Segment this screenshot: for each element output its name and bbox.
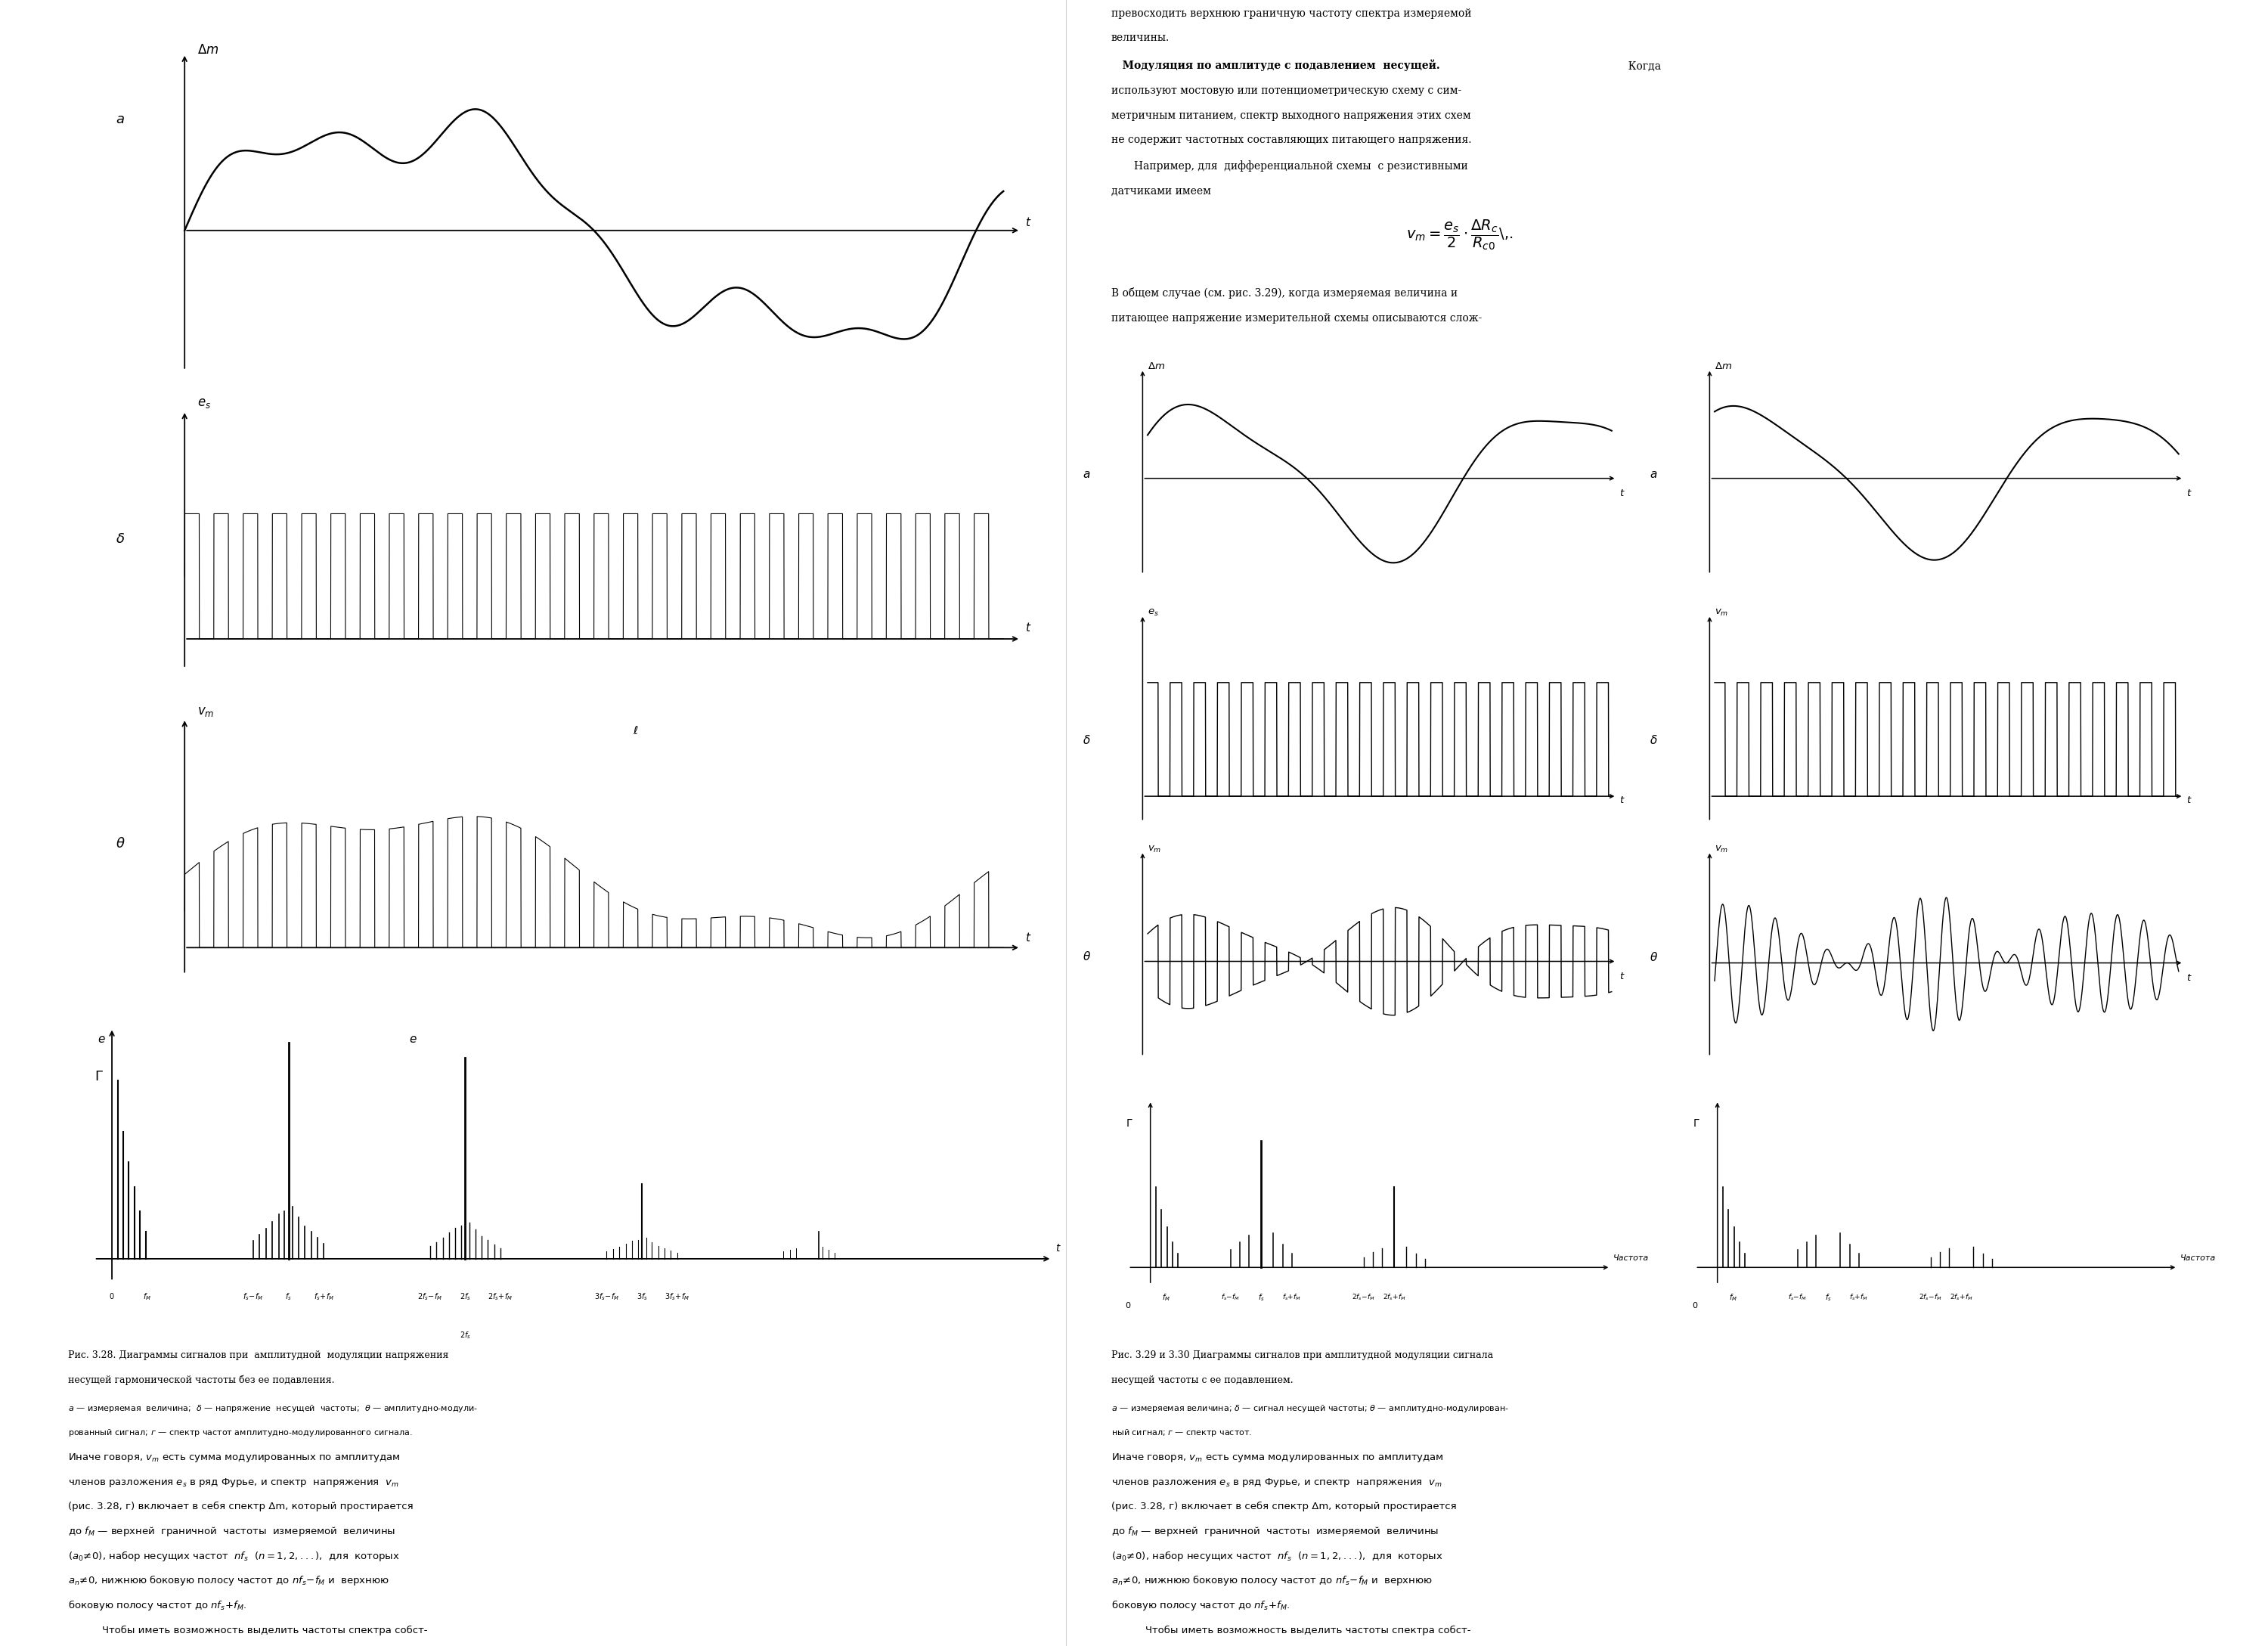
Text: $e_s$: $e_s$ [1148,607,1159,617]
Text: метричным питанием, спектр выходного напряжения этих схем: метричным питанием, спектр выходного нап… [1111,110,1472,120]
Text: Частота: Частота [1613,1254,1649,1262]
Text: датчиками имеем: датчиками имеем [1111,186,1211,196]
Text: $\theta$: $\theta$ [1649,951,1658,963]
Text: $v_m$: $v_m$ [1715,607,1728,617]
Text: $\Gamma$: $\Gamma$ [1692,1118,1699,1129]
Text: $e_s$: $e_s$ [197,397,211,410]
Text: $2f_s$: $2f_s$ [460,1292,472,1302]
Text: $f_M$: $f_M$ [1161,1292,1170,1302]
Text: не содержит частотных составляющих питающего напряжения.: не содержит частотных составляющих питаю… [1111,135,1472,145]
Text: $a$: $a$ [116,114,125,127]
Text: $t$: $t$ [2186,795,2191,805]
Text: боковую полосу частот до $nf_s\!+\!f_M$.: боковую полосу частот до $nf_s\!+\!f_M$. [68,1598,247,1611]
Text: $2f_s\!+\!f_M$: $2f_s\!+\!f_M$ [1383,1292,1406,1302]
Text: $a_n\!\neq\!0$, нижнюю боковую полосу частот до $nf_s\!-\!f_M$ и  верхнюю: $a_n\!\neq\!0$, нижнюю боковую полосу ча… [68,1574,390,1587]
Text: $v_m$: $v_m$ [1148,844,1161,854]
Text: $\theta$: $\theta$ [116,838,125,851]
Text: Рис. 3.28. Диаграммы сигналов при  амплитудной  модуляции напряжения: Рис. 3.28. Диаграммы сигналов при амплит… [68,1350,449,1360]
Text: $\theta$: $\theta$ [1082,951,1091,963]
Text: Например, для  дифференциальной схемы  с резистивными: Например, для дифференциальной схемы с р… [1134,161,1467,171]
Text: $t$: $t$ [1619,489,1624,499]
Text: $f_s$: $f_s$ [286,1292,293,1302]
Text: используют мостовую или потенциометрическую схему с сим-: используют мостовую или потенциометричес… [1111,86,1461,95]
Text: Иначе говоря, $v_m$ есть сумма модулированных по амплитудам: Иначе говоря, $v_m$ есть сумма модулиров… [1111,1452,1445,1463]
Text: $0$: $0$ [1125,1300,1132,1309]
Text: питающее напряжение измерительной схемы описываются слож-: питающее напряжение измерительной схемы … [1111,313,1481,323]
Text: $\delta$: $\delta$ [1649,734,1658,746]
Text: Чтобы иметь возможность выделить частоты спектра собст-: Чтобы иметь возможность выделить частоты… [1145,1625,1470,1634]
Text: $2f_s\!+\!f_M$: $2f_s\!+\!f_M$ [1950,1292,1973,1302]
Text: $f_s\!-\!f_M$: $f_s\!-\!f_M$ [1787,1292,1808,1302]
Text: $f_s\!+\!f_M$: $f_s\!+\!f_M$ [313,1292,333,1302]
Text: $\delta$: $\delta$ [116,533,125,546]
Text: $0$: $0$ [109,1292,116,1300]
Text: $v_m$: $v_m$ [197,704,215,718]
Text: превосходить верхнюю граничную частоту спектра измеряемой: превосходить верхнюю граничную частоту с… [1111,8,1472,18]
Text: $f_M$: $f_M$ [143,1292,152,1302]
Text: $a_n\!\neq\!0$, нижнюю боковую полосу частот до $nf_s\!-\!f_M$ и  верхнюю: $a_n\!\neq\!0$, нижнюю боковую полосу ча… [1111,1574,1433,1587]
Text: $\Delta m$: $\Delta m$ [197,43,220,56]
Text: Когда: Когда [1622,61,1660,71]
Text: $2f_s\!-\!f_M$: $2f_s\!-\!f_M$ [417,1292,442,1302]
Text: рованный сигнал; $г$ — спектр частот амплитудно-модулированного сигнала.: рованный сигнал; $г$ — спектр частот амп… [68,1427,413,1439]
Text: $a$: $a$ [1082,469,1091,481]
Text: $t$: $t$ [1025,217,1032,229]
Text: $v_m = \dfrac{e_s}{2} \cdot \dfrac{\Delta R_c}{R_{c0}}$\,.: $v_m = \dfrac{e_s}{2} \cdot \dfrac{\Delt… [1406,217,1513,252]
Text: Рис. 3.29 и 3.30 Диаграммы сигналов при амплитудной модуляции сигнала: Рис. 3.29 и 3.30 Диаграммы сигналов при … [1111,1350,1492,1360]
Text: $3f_s\!-\!f_M$: $3f_s\!-\!f_M$ [594,1292,619,1302]
Text: (рис. 3.28, г) включает в себя спектр Δm, который простирается: (рис. 3.28, г) включает в себя спектр Δm… [68,1501,413,1511]
Text: $e$: $e$ [98,1034,107,1045]
Text: $t$: $t$ [1619,795,1624,805]
Text: Частота: Частота [2180,1254,2216,1262]
Text: $2f_s\!+\!f_M$: $2f_s\!+\!f_M$ [488,1292,513,1302]
Text: $\Delta m$: $\Delta m$ [1148,360,1166,370]
Text: до $f_M$ — верхней  граничной  частоты  измеряемой  величины: до $f_M$ — верхней граничной частоты изм… [1111,1524,1438,1537]
Text: $a$ — измеряемая величина; $\delta$ — сигнал несущей частоты; $\theta$ — амплиту: $a$ — измеряемая величина; $\delta$ — си… [1111,1402,1508,1414]
Text: $v_m$: $v_m$ [1715,844,1728,854]
Text: $\delta$: $\delta$ [1082,734,1091,746]
Text: $(a_0\!\neq\!0)$, набор несущих частот  $nf_s$  $(n=1, 2, ...)$,  для  которых: $(a_0\!\neq\!0)$, набор несущих частот $… [68,1549,399,1562]
Text: до $f_M$ — верхней  граничной  частоты  измеряемой  величины: до $f_M$ — верхней граничной частоты изм… [68,1524,395,1537]
Text: $f_s\!-\!f_M$: $f_s\!-\!f_M$ [243,1292,263,1302]
Text: $f_s\!+\!f_M$: $f_s\!+\!f_M$ [1281,1292,1302,1302]
Text: $(a_0\!\neq\!0)$, набор несущих частот  $nf_s$  $(n=1, 2, ...)$,  для  которых: $(a_0\!\neq\!0)$, набор несущих частот $… [1111,1549,1442,1562]
Text: несущей частоты с ее подавлением.: несущей частоты с ее подавлением. [1111,1374,1293,1384]
Text: $\Delta m$: $\Delta m$ [1715,360,1733,370]
Text: $e$: $e$ [408,1034,417,1045]
Text: $f_s$: $f_s$ [1826,1292,1833,1302]
Text: $2f_s\!-\!f_M$: $2f_s\!-\!f_M$ [1352,1292,1377,1302]
Text: боковую полосу частот до $nf_s\!+\!f_M$.: боковую полосу частот до $nf_s\!+\!f_M$. [1111,1598,1290,1611]
Text: Иначе говоря, $v_m$ есть сумма модулированных по амплитудам: Иначе говоря, $v_m$ есть сумма модулиров… [68,1452,401,1463]
Text: $\Gamma$: $\Gamma$ [1125,1118,1132,1129]
Text: величины.: величины. [1111,33,1170,43]
Text: $0$: $0$ [1692,1300,1699,1309]
Text: $3f_s$: $3f_s$ [637,1292,649,1302]
Text: Чтобы иметь возможность выделить частоты спектра собст-: Чтобы иметь возможность выделить частоты… [102,1625,426,1634]
Text: $t$: $t$ [2186,489,2191,499]
Text: $2f_s$: $2f_s$ [460,1330,472,1341]
Text: $3f_s\!+\!f_M$: $3f_s\!+\!f_M$ [665,1292,689,1302]
Text: В общем случае (см. рис. 3.29), когда измеряемая величина и: В общем случае (см. рис. 3.29), когда из… [1111,286,1458,298]
Text: Модуляция по амплитуде с подавлением  несущей.: Модуляция по амплитуде с подавлением нес… [1111,59,1440,71]
Text: $t$: $t$ [1055,1243,1061,1254]
Text: $f_s\!-\!f_M$: $f_s\!-\!f_M$ [1220,1292,1241,1302]
Text: $f_s\!+\!f_M$: $f_s\!+\!f_M$ [1848,1292,1869,1302]
Text: $2f_s\!-\!f_M$: $2f_s\!-\!f_M$ [1919,1292,1944,1302]
Text: (рис. 3.28, г) включает в себя спектр Δm, который простирается: (рис. 3.28, г) включает в себя спектр Δm… [1111,1501,1456,1511]
Text: членов разложения $e_s$ в ряд Фурье, и спектр  напряжения  $v_m$: членов разложения $e_s$ в ряд Фурье, и с… [1111,1476,1442,1488]
Text: $a$ — измеряемая  величина;  $\delta$ — напряжение  несущей  частоты;  $\theta$ : $a$ — измеряемая величина; $\delta$ — на… [68,1402,479,1414]
Text: $a$: $a$ [1649,469,1658,481]
Text: ный сигнал; $г$ — спектр частот.: ный сигнал; $г$ — спектр частот. [1111,1427,1252,1439]
Text: $\ell$: $\ell$ [633,726,640,737]
Text: $t$: $t$ [1025,932,1032,943]
Text: $t$: $t$ [1619,971,1624,981]
Text: $t$: $t$ [2186,973,2191,983]
Text: несущей гармонической частоты без ее подавления.: несущей гармонической частоты без ее под… [68,1374,336,1384]
Text: членов разложения $e_s$ в ряд Фурье, и спектр  напряжения  $v_m$: членов разложения $e_s$ в ряд Фурье, и с… [68,1476,399,1488]
Text: $t$: $t$ [1025,622,1032,634]
Text: $f_M$: $f_M$ [1728,1292,1737,1302]
Text: $f_s$: $f_s$ [1259,1292,1266,1302]
Text: $\Gamma$: $\Gamma$ [95,1070,104,1083]
